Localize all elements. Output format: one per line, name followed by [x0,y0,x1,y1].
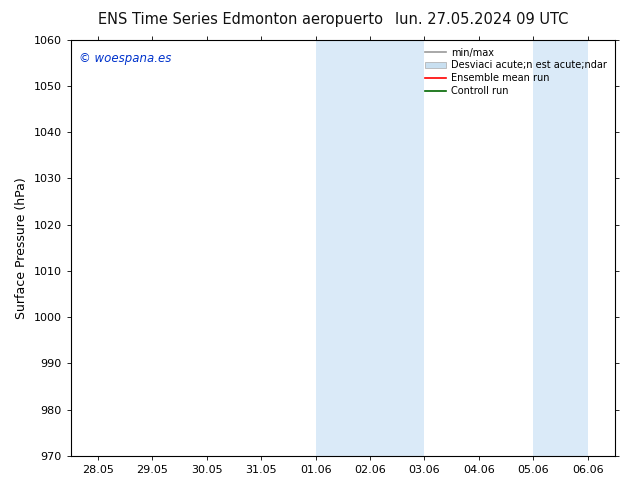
Bar [316,40,424,456]
Legend: min/max, Desviaci acute;n est acute;ndar, Ensemble mean run, Controll run: min/max, Desviaci acute;n est acute;ndar… [422,45,610,99]
Text: lun. 27.05.2024 09 UTC: lun. 27.05.2024 09 UTC [395,12,569,27]
Y-axis label: Surface Pressure (hPa): Surface Pressure (hPa) [15,177,28,318]
Text: ENS Time Series Edmonton aeropuerto: ENS Time Series Edmonton aeropuerto [98,12,384,27]
Text: © woespana.es: © woespana.es [79,52,171,65]
Bar [533,40,588,456]
